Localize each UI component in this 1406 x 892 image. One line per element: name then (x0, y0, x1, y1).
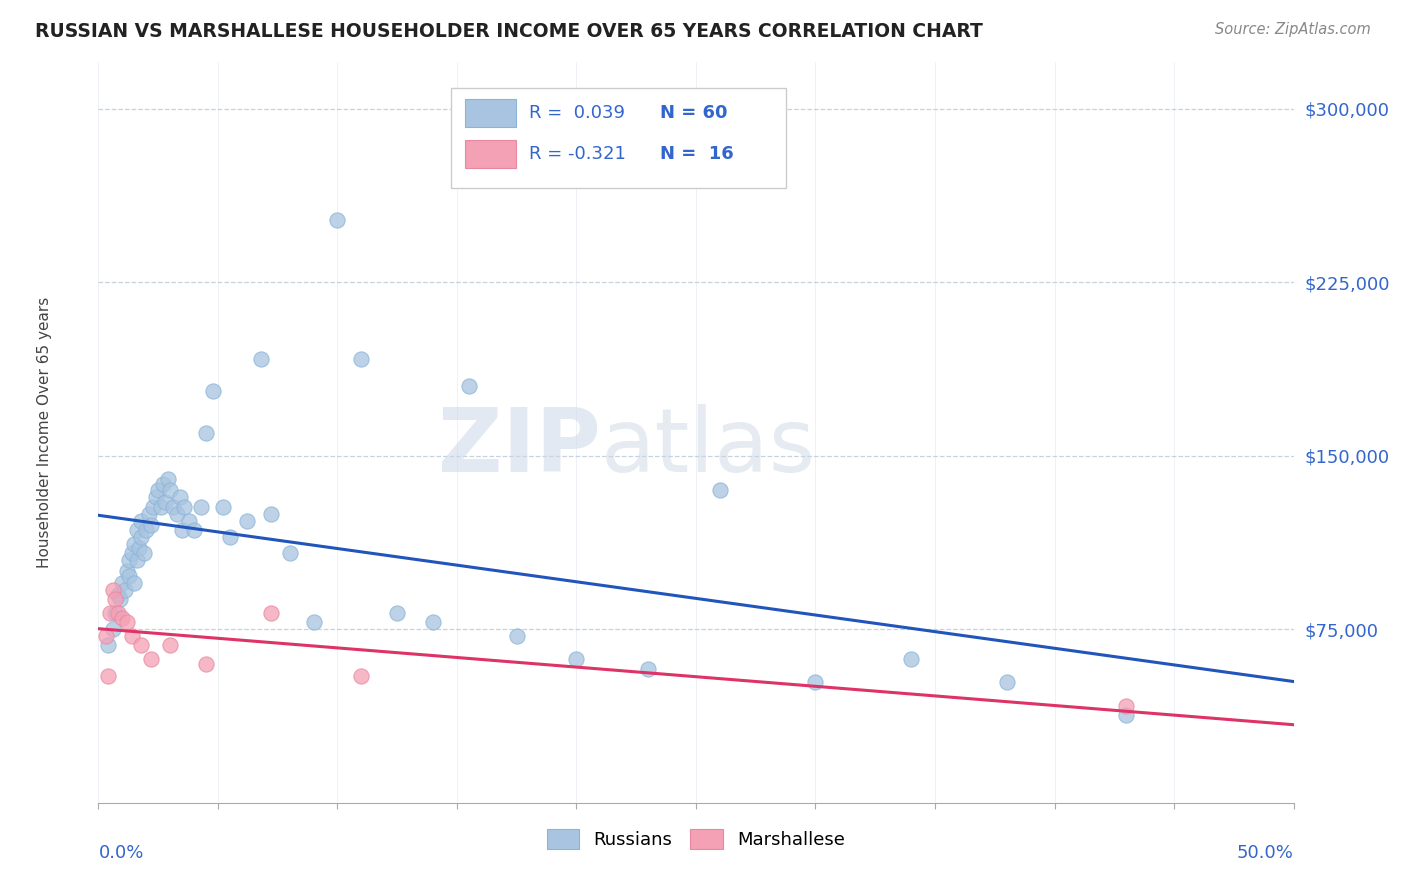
Text: Householder Income Over 65 years: Householder Income Over 65 years (37, 297, 52, 568)
Text: 0.0%: 0.0% (98, 844, 143, 862)
Point (138, 507, 160, 521)
Text: atlas: atlas (600, 404, 815, 491)
Point (101, 582, 124, 597)
Point (250, 351, 273, 366)
Point (326, 212, 349, 227)
Text: 50.0%: 50.0% (1237, 844, 1294, 862)
Point (97, 668, 120, 682)
Point (422, 615, 444, 630)
Point (159, 483, 181, 498)
Point (506, 629, 529, 643)
Point (219, 530, 242, 544)
Point (169, 491, 191, 505)
Point (385, 606, 409, 620)
Point (259, 606, 281, 620)
Point (709, 483, 731, 498)
Point (159, 639, 181, 653)
Text: R =  0.039: R = 0.039 (529, 103, 624, 122)
Point (139, 518, 162, 533)
Point (152, 476, 174, 491)
Point (211, 500, 233, 514)
Text: RUSSIAN VS MARSHALLESE HOUSEHOLDER INCOME OVER 65 YEARS CORRELATION CHART: RUSSIAN VS MARSHALLESE HOUSEHOLDER INCOM… (35, 22, 983, 41)
Point (350, 668, 373, 682)
Point (128, 541, 150, 556)
Point (565, 652, 588, 666)
Point (104, 606, 127, 620)
Point (111, 576, 134, 591)
Point (101, 622, 124, 636)
Point (98, 606, 122, 620)
Point (108, 592, 131, 607)
Point (458, 379, 481, 393)
FancyBboxPatch shape (465, 140, 516, 169)
Point (107, 588, 129, 602)
Point (118, 553, 141, 567)
FancyBboxPatch shape (465, 99, 516, 127)
Point (156, 472, 179, 486)
Point (900, 652, 922, 666)
Point (124, 536, 146, 550)
Point (149, 500, 172, 514)
Point (259, 507, 281, 521)
Point (94, 629, 117, 643)
Legend: Russians, Marshallese: Russians, Marshallese (540, 822, 852, 856)
Point (145, 491, 167, 505)
Point (235, 514, 257, 528)
Point (179, 514, 201, 528)
Point (118, 569, 141, 583)
FancyBboxPatch shape (451, 88, 786, 188)
Point (1115, 698, 1137, 713)
Point (115, 565, 138, 579)
Point (995, 675, 1018, 690)
Point (125, 523, 148, 537)
Point (202, 384, 225, 398)
Point (132, 546, 155, 560)
Point (131, 530, 153, 544)
Point (155, 495, 177, 509)
Point (97, 639, 120, 653)
Point (131, 639, 153, 653)
Point (135, 523, 157, 537)
Point (302, 615, 325, 630)
Point (173, 500, 195, 514)
Point (1115, 707, 1137, 722)
Point (107, 606, 129, 620)
Point (111, 610, 134, 624)
Point (195, 425, 218, 440)
Point (115, 615, 138, 630)
Point (148, 483, 170, 498)
Point (350, 351, 373, 366)
Point (114, 582, 136, 597)
Point (125, 553, 148, 567)
Point (121, 546, 143, 560)
Text: R = -0.321: R = -0.321 (529, 145, 626, 163)
Text: N = 60: N = 60 (661, 103, 728, 122)
Point (278, 546, 301, 560)
Point (162, 500, 184, 514)
Point (172, 523, 194, 537)
Point (104, 592, 127, 607)
Point (124, 576, 146, 591)
Point (121, 629, 143, 643)
Point (139, 652, 162, 666)
Point (804, 675, 827, 690)
Point (131, 514, 153, 528)
Point (637, 662, 659, 676)
Point (195, 657, 218, 671)
Point (142, 500, 165, 514)
Point (183, 523, 205, 537)
Text: Source: ZipAtlas.com: Source: ZipAtlas.com (1215, 22, 1371, 37)
Text: N =  16: N = 16 (661, 145, 734, 163)
Point (190, 500, 212, 514)
Point (166, 507, 188, 521)
Text: ZIP: ZIP (437, 404, 600, 491)
